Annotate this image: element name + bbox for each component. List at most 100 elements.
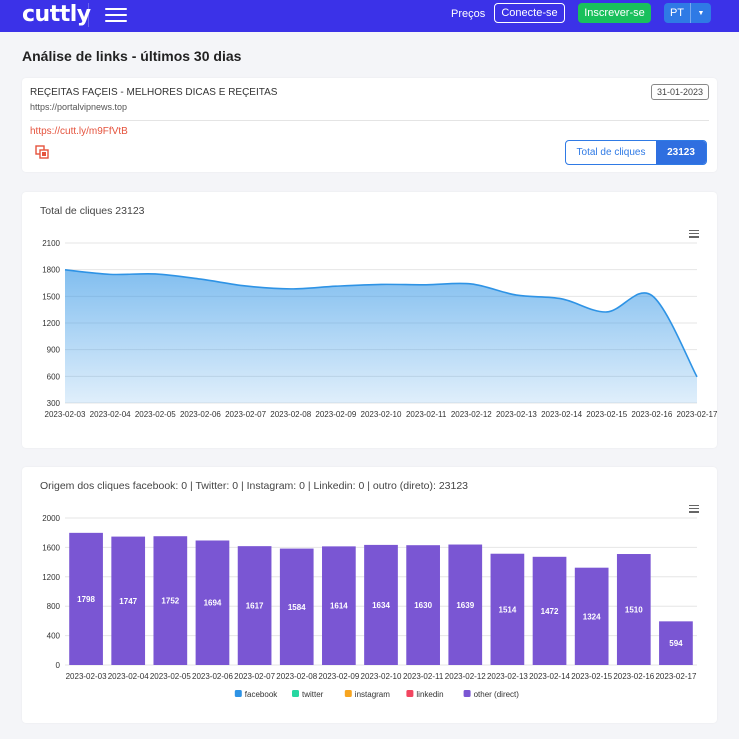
y-tick-label: 800 [47, 602, 61, 611]
x-tick-label: 2023-02-06 [180, 410, 221, 419]
x-tick-label: 2023-02-05 [150, 672, 191, 681]
bar [237, 546, 272, 665]
legend-item: twitter [302, 690, 324, 699]
x-tick-label: 2023-02-14 [529, 672, 570, 681]
bar [69, 532, 103, 665]
y-tick-label: 0 [56, 661, 61, 670]
caret-down-icon[interactable]: ▼ [690, 3, 711, 23]
nav-divider [88, 3, 89, 27]
bar [153, 536, 188, 665]
bar-value-label: 1584 [288, 603, 306, 612]
bar-value-label: 594 [669, 639, 683, 648]
x-tick-label: 2023-02-10 [361, 672, 402, 681]
short-link[interactable]: https://cutt.ly/m9FfVtB [30, 126, 128, 137]
bar-value-label: 1510 [625, 606, 643, 615]
clicks-source-chart-card: Origem dos cliques facebook: 0 | Twitter… [22, 467, 717, 723]
bar [279, 548, 314, 665]
legend-marker [234, 690, 242, 697]
hamburger-menu-icon[interactable] [105, 4, 127, 22]
legend-item: other (direct) [474, 690, 520, 699]
login-button[interactable]: Conecte-se [494, 3, 565, 23]
bar-value-label: 1472 [541, 607, 559, 616]
bar-value-label: 1798 [77, 595, 95, 604]
y-tick-label: 1800 [42, 266, 60, 275]
x-tick-label: 2023-02-11 [403, 672, 444, 681]
total-clicks-label: Total de cliques [576, 147, 646, 158]
legend-item: facebook [245, 690, 278, 699]
x-tick-label: 2023-02-06 [192, 672, 233, 681]
x-tick-label: 2023-02-09 [315, 410, 356, 419]
bar-value-label: 1747 [119, 597, 137, 606]
chart-menu-icon[interactable] [689, 230, 699, 238]
x-tick-label: 2023-02-08 [270, 410, 311, 419]
x-tick-label: 2023-02-05 [135, 410, 176, 419]
clicks-area-chart-card: Total de cliques 23123 300 600 900 1200 1500… [22, 192, 717, 448]
y-tick-label: 1200 [42, 319, 60, 328]
bar-value-label: 1617 [246, 602, 264, 611]
area-chart: 300 600 900 1200 1500 1800 2100 2023-02-03 2023-… [42, 239, 717, 419]
language-code: PT [669, 7, 685, 19]
total-clicks-box: Total de cliques 23123 [565, 140, 707, 165]
legend-item: instagram [355, 690, 390, 699]
bar-value-label: 1634 [372, 601, 390, 610]
bar-value-label: 1694 [204, 599, 222, 608]
logo[interactable]: cuttly [22, 2, 91, 27]
navbar: cuttly Preços Conecte-se Inscrever-se PT… [0, 0, 739, 32]
link-destination: https://portalvipnews.top [30, 102, 128, 112]
y-tick-label: 400 [47, 632, 61, 641]
bar [195, 540, 230, 665]
bar [574, 567, 609, 665]
legend-marker [463, 690, 471, 697]
pricing-link[interactable]: Preços [451, 8, 486, 20]
bar [659, 621, 693, 665]
x-tick-label: 2023-02-10 [361, 410, 402, 419]
legend-item: linkedin [416, 690, 443, 699]
language-selector[interactable]: PT ▼ [664, 3, 711, 23]
page-title: Análise de links - últimos 30 dias [22, 48, 242, 64]
legend-marker [406, 690, 414, 697]
y-tick-label: 1200 [42, 573, 60, 582]
x-tick-label: 2023-02-12 [445, 672, 486, 681]
divider [30, 120, 709, 121]
bar [490, 553, 525, 665]
x-tick-label: 2023-02-15 [571, 672, 612, 681]
bar-value-label: 1514 [499, 605, 517, 614]
x-tick-label: 2023-02-13 [487, 672, 528, 681]
signup-button[interactable]: Inscrever-se [578, 3, 651, 23]
x-tick-label: 2023-02-13 [496, 410, 537, 419]
x-tick-label: 2023-02-03 [66, 672, 107, 681]
link-title: REÇEITAS FAÇEIS - MELHORES DICAS E REÇEI… [30, 87, 278, 98]
area-fill [65, 269, 697, 403]
y-tick-label: 2100 [42, 239, 60, 248]
bar-chart: 0 400 800 1200 1600 2000 1798 2023-02-03 1747 202… [42, 514, 697, 699]
bar [406, 545, 440, 665]
y-tick-label: 300 [47, 399, 61, 408]
date-badge: 31-01-2023 [651, 84, 709, 100]
bar-value-label: 1630 [414, 601, 432, 610]
x-tick-label: 2023-02-17 [677, 410, 717, 419]
legend-marker [344, 690, 352, 697]
copy-icon[interactable] [35, 145, 49, 159]
x-tick-label: 2023-02-07 [225, 410, 266, 419]
x-tick-label: 2023-02-03 [45, 410, 86, 419]
bar-value-label: 1639 [456, 601, 474, 610]
series-line [64, 269, 698, 378]
x-tick-label: 2023-02-17 [655, 672, 696, 681]
link-info-card: REÇEITAS FAÇEIS - MELHORES DICAS E REÇEI… [22, 78, 717, 172]
legend-marker [292, 690, 299, 697]
chart-menu-icon[interactable] [689, 505, 699, 513]
bar-value-label: 1324 [583, 612, 601, 621]
x-tick-label: 2023-02-14 [541, 410, 582, 419]
y-tick-label: 1500 [42, 292, 60, 301]
x-tick-label: 2023-02-09 [318, 672, 359, 681]
x-tick-label: 2023-02-08 [276, 672, 317, 681]
total-clicks-value: 23123 [656, 141, 706, 164]
y-tick-label: 1600 [42, 543, 60, 552]
bar [532, 556, 567, 665]
chart-title: Total de cliques 23123 [40, 205, 145, 217]
x-tick-label: 2023-02-16 [631, 410, 672, 419]
chart-title: Origem dos cliques facebook: 0 | Twitter… [40, 480, 469, 492]
y-tick-label: 900 [47, 346, 61, 355]
x-tick-label: 2023-02-16 [613, 672, 654, 681]
bar [111, 536, 146, 665]
